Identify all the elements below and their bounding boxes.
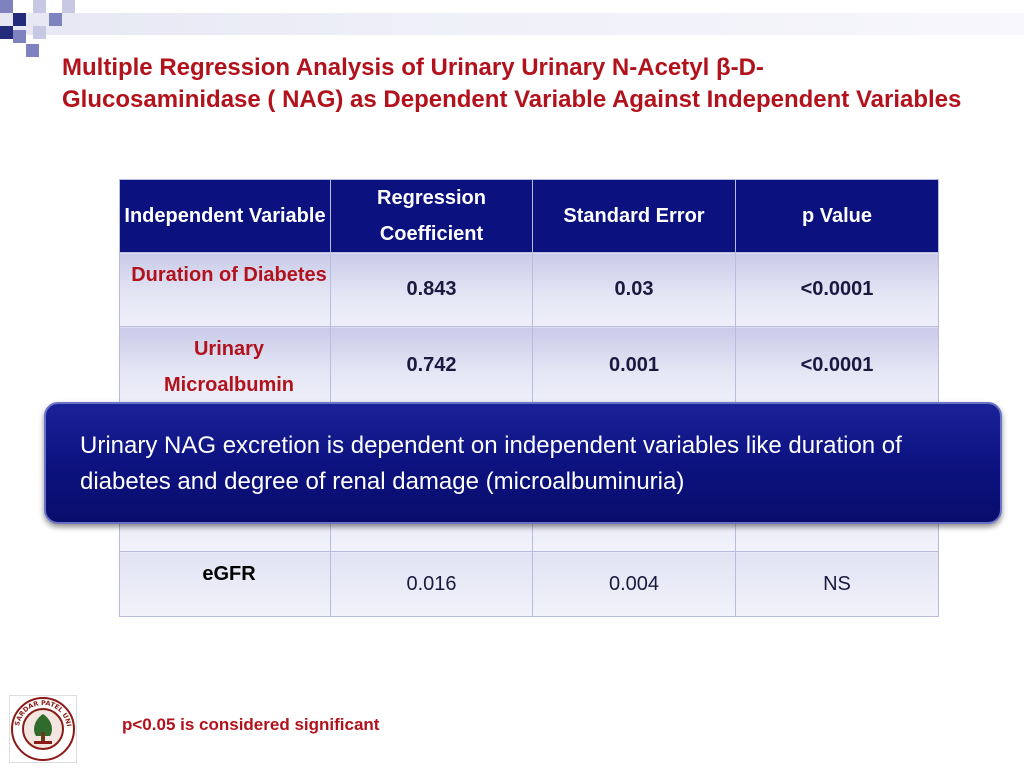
column-header: Standard Error <box>532 179 736 253</box>
table-header-row: Independent Variable Regression Coeffici… <box>119 179 939 253</box>
p-value-cell: <0.0001 <box>735 326 939 404</box>
standard-error-cell: 0.03 <box>532 252 736 327</box>
coefficient-cell: 0.843 <box>330 252 533 327</box>
decorative-band <box>0 13 1024 35</box>
p-value-cell: <0.0001 <box>735 252 939 327</box>
column-header: Independent Variable <box>119 179 331 253</box>
column-header: Regression Coefficient <box>330 179 533 253</box>
column-header: p Value <box>735 179 939 253</box>
variable-cell: Urinary Microalbumin <box>119 326 331 404</box>
variable-cell: Duration of Diabetes <box>119 252 331 327</box>
callout-box: Urinary NAG excretion is dependent on in… <box>44 402 1002 524</box>
table-row: Duration of Diabetes 0.843 0.03 <0.0001 <box>119 252 939 327</box>
slide-title: Multiple Regression Analysis of Urinary … <box>62 54 962 113</box>
university-seal-icon: SARDAR PATEL UNIVERSITY <box>7 690 77 763</box>
table-row: eGFR 0.016 0.004 NS <box>119 551 939 617</box>
p-value-cell: NS <box>735 551 939 617</box>
footnote: p<0.05 is considered significant <box>122 715 380 734</box>
standard-error-cell: 0.001 <box>532 326 736 404</box>
regression-table: Independent Variable Regression Coeffici… <box>119 179 939 617</box>
callout-text: Urinary NAG excretion is dependent on in… <box>80 432 902 495</box>
coefficient-cell: 0.742 <box>330 326 533 404</box>
standard-error-cell: 0.004 <box>532 551 736 617</box>
coefficient-cell: 0.016 <box>330 551 533 617</box>
variable-cell: eGFR <box>119 551 331 617</box>
table-row: Urinary Microalbumin 0.742 0.001 <0.0001 <box>119 326 939 404</box>
